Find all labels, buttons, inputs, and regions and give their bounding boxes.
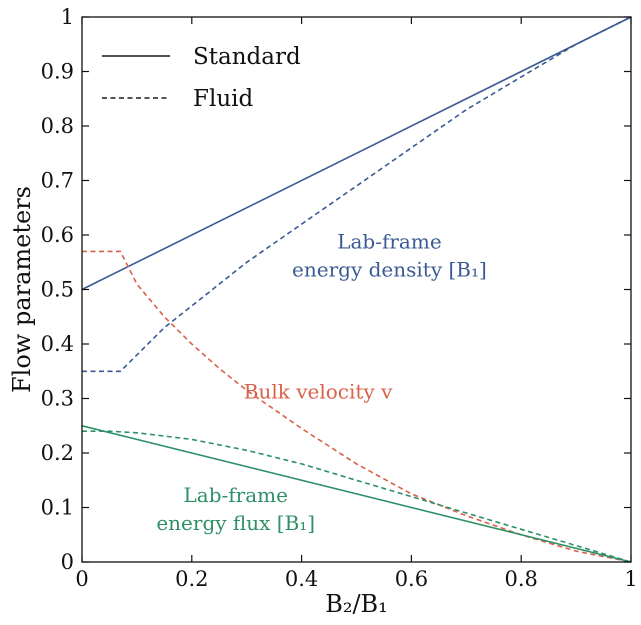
series-line-energy-flux-fluid (82, 430, 632, 563)
x-tick-label: 0.4 (285, 567, 318, 591)
x-tick-label: 0.6 (395, 567, 428, 591)
annotation-energy-density: Lab-frame (337, 230, 441, 254)
y-tick-label: 0.2 (41, 441, 74, 465)
annotation-energy-density: energy density [B₁] (292, 258, 487, 282)
y-tick-label: 1 (61, 5, 74, 29)
series-line-velocity-fluid (82, 250, 632, 563)
y-tick-label: 0.6 (41, 223, 74, 247)
y-axis-title: Flow parameters (8, 186, 36, 393)
legend: Standard Fluid (102, 44, 301, 112)
series-line-energy-density-fluid (82, 16, 632, 373)
annotation-bulk-velocity: Bulk velocity v (244, 380, 393, 404)
y-tick-label: 0.5 (41, 278, 74, 302)
y-tick-label: 0.1 (41, 496, 74, 520)
y-tick-label: 0.3 (41, 387, 74, 411)
annotation-energy-flux: Lab-frame (183, 483, 287, 507)
y-tick-label: 0 (61, 550, 74, 574)
annotations: Lab-frame energy density [B₁] Bulk velocit… (156, 230, 486, 535)
y-tick-label: 0.7 (41, 169, 74, 193)
annotation-energy-flux: energy flux [B₁] (156, 511, 315, 535)
x-axis-title: B₂/B₁ (325, 590, 388, 618)
series-line-energy-flux-standard (81, 425, 632, 563)
y-tick-label: 0.4 (41, 332, 74, 356)
legend-label: Fluid (193, 86, 253, 112)
y-tick-label: 0.8 (41, 114, 74, 138)
legend-label: Standard (193, 44, 301, 70)
x-tick-label: 0.8 (504, 567, 537, 591)
plot-area (81, 16, 632, 563)
axes: 0 0.2 0.4 0.6 0.8 1 0 0.1 0.2 0.3 0.4 0.5 0.6 0.7 0.8 0… (41, 5, 638, 591)
x-tick-label: 0.2 (175, 567, 208, 591)
y-tick-label: 0.9 (41, 60, 74, 84)
x-tick-label: 0 (75, 567, 88, 591)
series-line-energy-density-standard (81, 16, 632, 291)
x-tick-label: 1 (624, 567, 637, 591)
